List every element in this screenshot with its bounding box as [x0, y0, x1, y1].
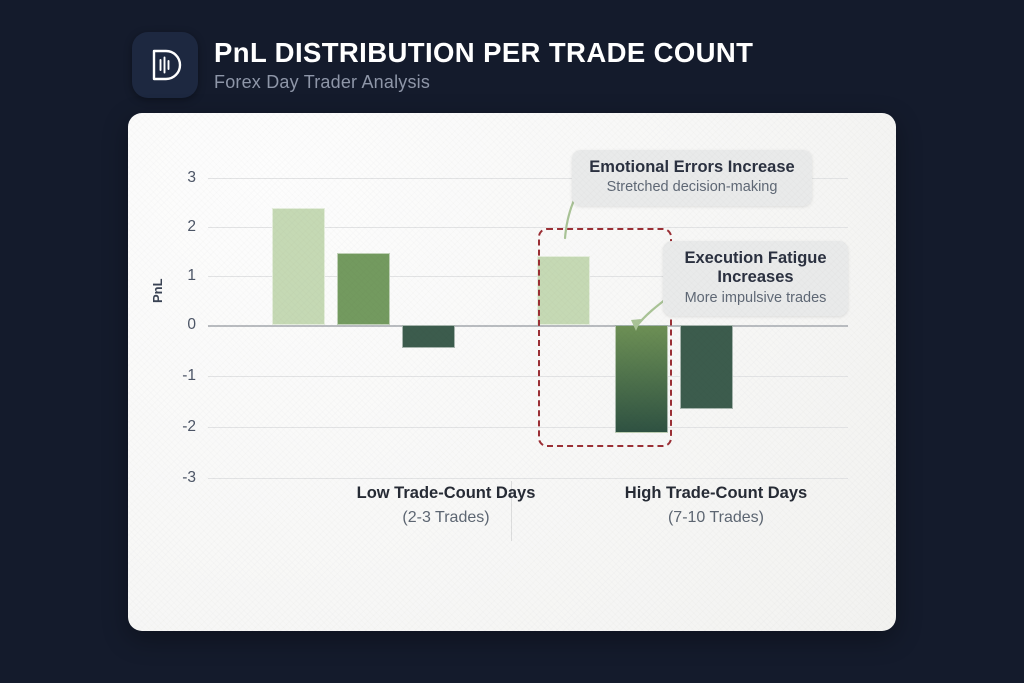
- page-title: PnL DISTRIBUTION PER TRADE COUNT: [214, 36, 754, 68]
- y-axis-tick: -2: [182, 418, 196, 435]
- bar[interactable]: [337, 252, 390, 325]
- annotation-execution-fatigue: Execution Fatigue Increases More impulsi…: [663, 241, 848, 317]
- gridline: [208, 178, 848, 179]
- page-subtitle: Forex Day Trader Analysis: [214, 72, 431, 93]
- x-category-high-trade-count: High Trade-Count Days (7-10 Trades): [596, 484, 836, 527]
- category-sublabel: (2-3 Trades): [402, 509, 490, 526]
- annotation-title: Emotional Errors Increase: [589, 158, 795, 176]
- category-sublabel: (7-10 Trades): [667, 509, 765, 526]
- header-text: PnL DISTRIBUTION PER TRADE COUNT Forex D…: [214, 37, 753, 94]
- y-axis-tick: 3: [187, 169, 196, 186]
- chart-plot-area: 3 2 1 0 -1 -2 -3 PnL Emotional Errors Increase…: [128, 113, 896, 631]
- page-header: PnL DISTRIBUTION PER TRADE COUNT Forex D…: [132, 32, 753, 98]
- gridline: [208, 427, 848, 428]
- chart-card: 3 2 1 0 -1 -2 -3 PnL Emotional Errors Increase…: [128, 113, 896, 631]
- waveform-d-logo-icon: [152, 49, 182, 81]
- bar[interactable]: [272, 208, 325, 325]
- gridline: [208, 478, 848, 479]
- annotation-emotional-errors: Emotional Errors Increase Stretched deci…: [572, 150, 812, 206]
- y-axis-tick: 2: [187, 218, 196, 235]
- annotation-subtitle: More impulsive trades: [684, 289, 827, 306]
- gridline: [208, 376, 848, 377]
- y-axis-tick: -3: [182, 469, 196, 486]
- annotation-title: Execution Fatigue Increases: [684, 249, 827, 287]
- category-divider: [511, 481, 512, 541]
- bar[interactable]: [537, 256, 590, 325]
- bar[interactable]: [615, 325, 668, 434]
- high-trade-count-highlight: [538, 228, 672, 447]
- annotation-subtitle: Stretched decision-making: [606, 179, 778, 196]
- y-axis-label: PnL: [150, 278, 165, 303]
- x-category-low-trade-count: Low Trade-Count Days (2-3 Trades): [331, 484, 561, 527]
- app-logo: [132, 32, 198, 98]
- y-axis-tick: -1: [182, 367, 196, 384]
- gridline: [208, 276, 848, 277]
- y-axis-tick: 0: [187, 316, 196, 333]
- bar[interactable]: [680, 325, 733, 410]
- bar[interactable]: [402, 325, 455, 348]
- gridline: [208, 325, 848, 327]
- category-label: High Trade-Count Days: [624, 484, 808, 502]
- y-axis-tick: 1: [187, 267, 196, 284]
- gridline: [208, 227, 848, 228]
- category-label: Low Trade-Count Days: [356, 484, 536, 502]
